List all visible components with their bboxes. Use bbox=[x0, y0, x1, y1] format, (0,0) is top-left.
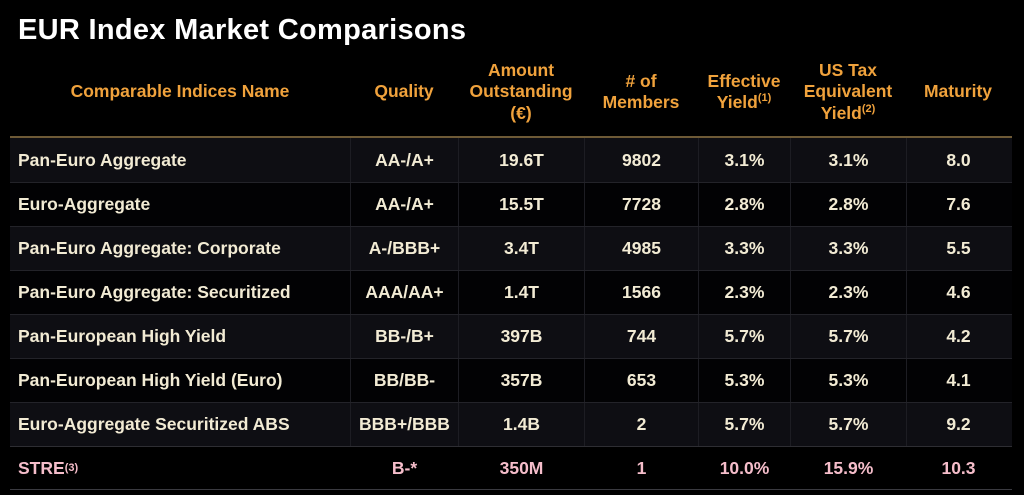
cell-effective-yield: 2.3% bbox=[698, 271, 790, 314]
cell-us-tax-equivalent-yield: 3.1% bbox=[790, 138, 906, 182]
cell-members: 7728 bbox=[584, 183, 698, 226]
cell-maturity: 4.1 bbox=[906, 359, 1010, 402]
cell-amount-outstanding: 15.5T bbox=[458, 183, 584, 226]
cell-index-name: Pan-Euro Aggregate bbox=[18, 149, 187, 170]
cell-maturity: 8.0 bbox=[906, 138, 1010, 182]
cell-effective-yield: 2.8% bbox=[698, 183, 790, 226]
cell-members: 1 bbox=[636, 457, 647, 478]
cell-members: 4985 bbox=[584, 227, 698, 270]
table-header-row: Comparable Indices Name Quality Amount O… bbox=[10, 48, 1012, 138]
cell-effective-yield: 5.7% bbox=[698, 315, 790, 358]
cell-amount-outstanding: 19.6T bbox=[458, 138, 584, 182]
col-header-amount-outstanding: Amount Outstanding (€) bbox=[469, 59, 573, 123]
cell-quality: BB-/B+ bbox=[350, 315, 458, 358]
table-row: Pan-European High Yield (Euro) BB/BB- 35… bbox=[10, 358, 1012, 402]
cell-index-name: Euro-Aggregate Securitized ABS bbox=[18, 414, 290, 434]
cell-index-name: Pan-European High Yield bbox=[18, 326, 227, 346]
cell-index-name: Pan-European High Yield (Euro) bbox=[18, 370, 283, 390]
col-header-effective-yield: Effective Yield(1) bbox=[707, 70, 781, 112]
cell-amount-outstanding: 1.4B bbox=[458, 403, 584, 446]
cell-effective-yield: 5.7% bbox=[698, 403, 790, 446]
cell-us-tax-equivalent-yield: 5.7% bbox=[790, 315, 906, 358]
cell-index-name: STRE (3) bbox=[18, 457, 79, 478]
table-row: Pan-Euro Aggregate: Corporate A-/BBB+ 3.… bbox=[10, 226, 1012, 270]
cell-members: 2 bbox=[584, 403, 698, 446]
col-header-indices-name: Comparable Indices Name bbox=[70, 81, 290, 102]
cell-us-tax-equivalent-yield: 15.9% bbox=[823, 457, 874, 478]
cell-effective-yield: 5.3% bbox=[698, 359, 790, 402]
cell-us-tax-equivalent-yield: 2.8% bbox=[790, 183, 906, 226]
cell-effective-yield: 3.3% bbox=[698, 227, 790, 270]
cell-quality: AA-/A+ bbox=[350, 183, 458, 226]
comparison-table: Comparable Indices Name Quality Amount O… bbox=[10, 48, 1012, 490]
cell-members: 9802 bbox=[584, 138, 698, 182]
table-row: Pan-European High Yield BB-/B+ 397B 744 … bbox=[10, 314, 1012, 358]
col-header-us-tax-equivalent-yield: US Tax Equivalent Yield(2) bbox=[803, 59, 893, 123]
table-row: Pan-Euro Aggregate AA-/A+ 19.6T 9802 3.1… bbox=[10, 138, 1012, 182]
cell-index-name: Pan-Euro Aggregate: Corporate bbox=[18, 238, 281, 258]
cell-quality: AAA/AA+ bbox=[350, 271, 458, 314]
cell-quality: BB/BB- bbox=[350, 359, 458, 402]
table-row: Pan-Euro Aggregate: Securitized AAA/AA+ … bbox=[10, 270, 1012, 314]
cell-amount-outstanding: 350M bbox=[499, 457, 544, 478]
cell-index-name: Euro-Aggregate bbox=[18, 194, 151, 214]
cell-amount-outstanding: 3.4T bbox=[458, 227, 584, 270]
cell-quality: BBB+/BBB bbox=[350, 403, 458, 446]
table-row: Euro-Aggregate AA-/A+ 15.5T 7728 2.8% 2.… bbox=[10, 182, 1012, 226]
cell-amount-outstanding: 1.4T bbox=[458, 271, 584, 314]
cell-us-tax-equivalent-yield: 5.7% bbox=[790, 403, 906, 446]
cell-maturity: 4.2 bbox=[906, 315, 1010, 358]
table-row-highlighted: STRE (3) B-* 350M 1 10.0% 15.9% 10.3 bbox=[10, 446, 1012, 490]
table-row: Euro-Aggregate Securitized ABS BBB+/BBB … bbox=[10, 402, 1012, 446]
cell-maturity: 7.6 bbox=[906, 183, 1010, 226]
cell-effective-yield: 10.0% bbox=[719, 457, 770, 478]
cell-maturity: 5.5 bbox=[906, 227, 1010, 270]
cell-amount-outstanding: 397B bbox=[458, 315, 584, 358]
col-header-quality: Quality bbox=[374, 81, 434, 102]
cell-quality: AA-/A+ bbox=[350, 138, 458, 182]
cell-amount-outstanding: 357B bbox=[458, 359, 584, 402]
cell-maturity: 4.6 bbox=[906, 271, 1010, 314]
col-header-maturity: Maturity bbox=[923, 81, 993, 102]
col-header-members: # of Members bbox=[602, 70, 680, 112]
cell-members: 1566 bbox=[584, 271, 698, 314]
cell-us-tax-equivalent-yield: 5.3% bbox=[790, 359, 906, 402]
cell-us-tax-equivalent-yield: 2.3% bbox=[790, 271, 906, 314]
cell-maturity: 9.2 bbox=[906, 403, 1010, 446]
cell-quality: B-* bbox=[391, 457, 418, 478]
cell-members: 653 bbox=[584, 359, 698, 402]
cell-quality: A-/BBB+ bbox=[350, 227, 458, 270]
cell-effective-yield: 3.1% bbox=[698, 138, 790, 182]
cell-us-tax-equivalent-yield: 3.3% bbox=[790, 227, 906, 270]
cell-index-name: Pan-Euro Aggregate: Securitized bbox=[18, 282, 291, 302]
cell-maturity: 10.3 bbox=[941, 457, 976, 478]
cell-members: 744 bbox=[584, 315, 698, 358]
page-title: EUR Index Market Comparisons bbox=[18, 14, 467, 46]
